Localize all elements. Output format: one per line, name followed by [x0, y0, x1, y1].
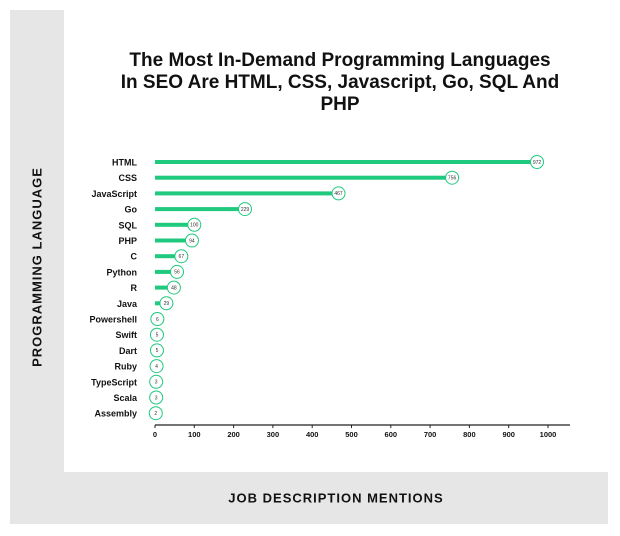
category-label-sql: SQL	[118, 220, 137, 230]
category-label-c: C	[131, 252, 138, 262]
bar-python	[155, 269, 178, 274]
value-marker-php	[184, 233, 199, 248]
value-label-javascript: 467	[334, 191, 343, 197]
category-label-ruby: Ruby	[115, 362, 138, 372]
category-label-r: R	[131, 283, 138, 293]
x-tick-label-100: 100	[188, 430, 201, 439]
category-label-dart: Dart	[119, 346, 137, 356]
value-label-sql: 100	[190, 223, 199, 229]
x-tick-label-0: 0	[153, 430, 157, 439]
value-label-java: 29	[164, 301, 170, 307]
value-label-scala: 3	[155, 395, 158, 401]
value-marker-html	[529, 155, 544, 169]
bar-sql	[155, 222, 195, 227]
x-axis-band	[64, 472, 608, 524]
y-axis-band	[10, 10, 64, 524]
value-marker-assembly	[148, 406, 163, 421]
value-label-php: 94	[189, 238, 195, 244]
value-marker-typescript	[149, 374, 164, 389]
x-tick-label-900: 900	[502, 430, 515, 439]
x-tick-label-300: 300	[267, 430, 280, 439]
x-tick-label-200: 200	[227, 430, 240, 439]
value-label-python: 56	[174, 270, 180, 276]
category-label-scala: Scala	[113, 393, 138, 403]
value-marker-dart	[149, 343, 164, 358]
value-marker-r	[166, 280, 181, 295]
category-label-css: CSS	[118, 173, 137, 183]
bar-go	[155, 207, 245, 212]
value-label-ruby: 4	[155, 364, 158, 370]
x-tick-label-400: 400	[306, 430, 319, 439]
x-tick-label-700: 700	[424, 430, 437, 439]
value-marker-css	[445, 170, 460, 185]
bar-php	[155, 238, 192, 243]
chart-card	[10, 10, 608, 524]
category-label-swift: Swift	[116, 330, 138, 340]
value-label-typescript: 3	[155, 380, 158, 386]
category-label-powershell: Powershell	[89, 315, 137, 325]
bar-javascript	[155, 191, 339, 196]
bar-r	[155, 285, 174, 290]
value-marker-ruby	[149, 359, 164, 374]
x-tick-label-600: 600	[385, 430, 398, 439]
value-marker-scala	[149, 390, 164, 405]
chart-title: The Most In-Demand Programming Languages…	[120, 50, 560, 115]
value-marker-go	[237, 202, 252, 217]
value-marker-powershell	[150, 312, 165, 326]
value-marker-python	[170, 264, 185, 279]
value-label-css: 756	[448, 176, 457, 182]
category-label-go: Go	[125, 205, 138, 215]
category-label-typescript: TypeScript	[91, 377, 137, 387]
value-marker-sql	[187, 217, 202, 232]
x-tick-label-500: 500	[345, 430, 358, 439]
bar-html	[155, 160, 537, 164]
category-label-assembly: Assembly	[94, 409, 137, 419]
category-label-python: Python	[107, 267, 138, 277]
value-label-r: 48	[171, 285, 177, 291]
value-label-dart: 5	[156, 348, 159, 354]
value-label-assembly: 2	[154, 411, 157, 417]
value-label-swift: 5	[156, 333, 159, 339]
value-label-powershell: 6	[156, 317, 159, 323]
bar-c	[155, 254, 182, 259]
category-label-javascript: JavaScript	[91, 189, 137, 199]
x-tick-label-800: 800	[463, 430, 476, 439]
value-marker-swift	[149, 327, 164, 342]
x-axis-label: JOB DESCRIPTION MENTIONS	[228, 490, 444, 506]
value-marker-c	[174, 249, 189, 264]
category-label-java: Java	[117, 299, 138, 309]
category-label-html: HTML	[112, 158, 137, 168]
value-label-go: 229	[241, 207, 250, 213]
value-label-html: 972	[533, 160, 542, 166]
value-marker-javascript	[331, 186, 346, 201]
bar-css	[155, 175, 453, 180]
value-label-c: 67	[179, 254, 185, 260]
category-label-php: PHP	[118, 236, 137, 246]
value-marker-java	[159, 296, 174, 311]
x-tick-label-1000: 1000	[540, 430, 557, 439]
